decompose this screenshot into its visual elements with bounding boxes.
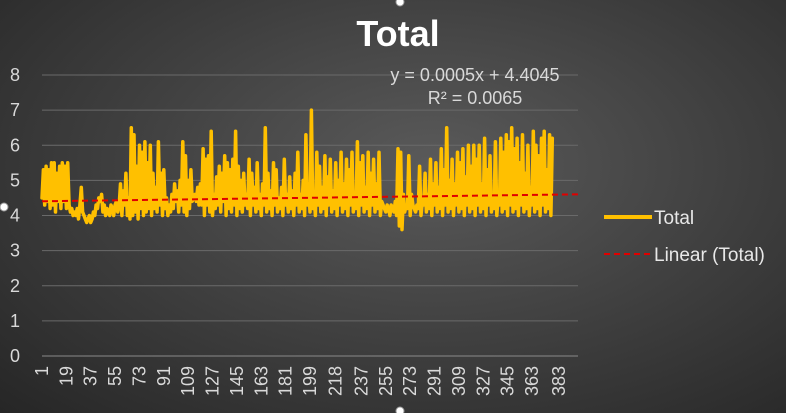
y-tick-label: 1: [10, 311, 20, 331]
y-tick-label: 5: [10, 170, 20, 190]
resize-handle-left[interactable]: [0, 202, 9, 212]
chart-title: Total: [356, 13, 439, 54]
x-tick-label: 383: [549, 366, 569, 396]
x-tick-label: 37: [81, 366, 101, 386]
selection-handles: [0, 0, 405, 413]
y-tick-label: 0: [10, 346, 20, 366]
x-tick-label: 91: [154, 366, 174, 386]
trendline-equation: y = 0.0005x + 4.4045: [390, 65, 559, 85]
x-tick-label: 127: [203, 366, 223, 396]
series-line-total: [40, 108, 555, 232]
x-tick-label: 145: [227, 366, 247, 396]
x-tick-label: 1: [32, 366, 52, 376]
y-tick-label: 3: [10, 241, 20, 261]
x-tick-label: 363: [522, 366, 542, 396]
y-tick-label: 2: [10, 276, 20, 296]
trendline-r-squared: R² = 0.0065: [428, 88, 523, 108]
x-tick-label: 327: [473, 366, 493, 396]
legend-label-trend: Linear (Total): [654, 245, 765, 266]
x-tick-label: 109: [178, 366, 198, 396]
x-tick-label: 55: [105, 366, 125, 386]
x-tick-label: 19: [56, 366, 76, 386]
x-axis-ticks: 1 19 37 55 73 91 109 127 145 163 181 199 218 237 255 27…: [32, 366, 569, 396]
x-tick-label: 237: [351, 366, 371, 396]
y-tick-label: 7: [10, 100, 20, 120]
x-tick-label: 218: [326, 366, 346, 396]
y-tick-label: 6: [10, 135, 20, 155]
x-tick-label: 181: [276, 366, 296, 396]
resize-handle-bottom[interactable]: [395, 406, 405, 413]
x-tick-label: 309: [449, 366, 469, 396]
x-tick-label: 273: [400, 366, 420, 396]
y-tick-label: 8: [10, 65, 20, 85]
resize-handle-top[interactable]: [395, 0, 405, 7]
x-tick-label: 73: [129, 366, 149, 386]
x-tick-label: 345: [498, 366, 518, 396]
x-tick-label: 255: [376, 366, 396, 396]
x-tick-label: 199: [300, 366, 320, 396]
y-tick-label: 4: [10, 206, 20, 226]
x-tick-label: 291: [425, 366, 445, 396]
legend-label-total: Total: [654, 208, 694, 229]
legend: Total Linear (Total): [604, 208, 765, 266]
y-axis-ticks: 0 1 2 3 4 5 6 7 8: [10, 65, 20, 366]
x-tick-label: 163: [251, 366, 271, 396]
